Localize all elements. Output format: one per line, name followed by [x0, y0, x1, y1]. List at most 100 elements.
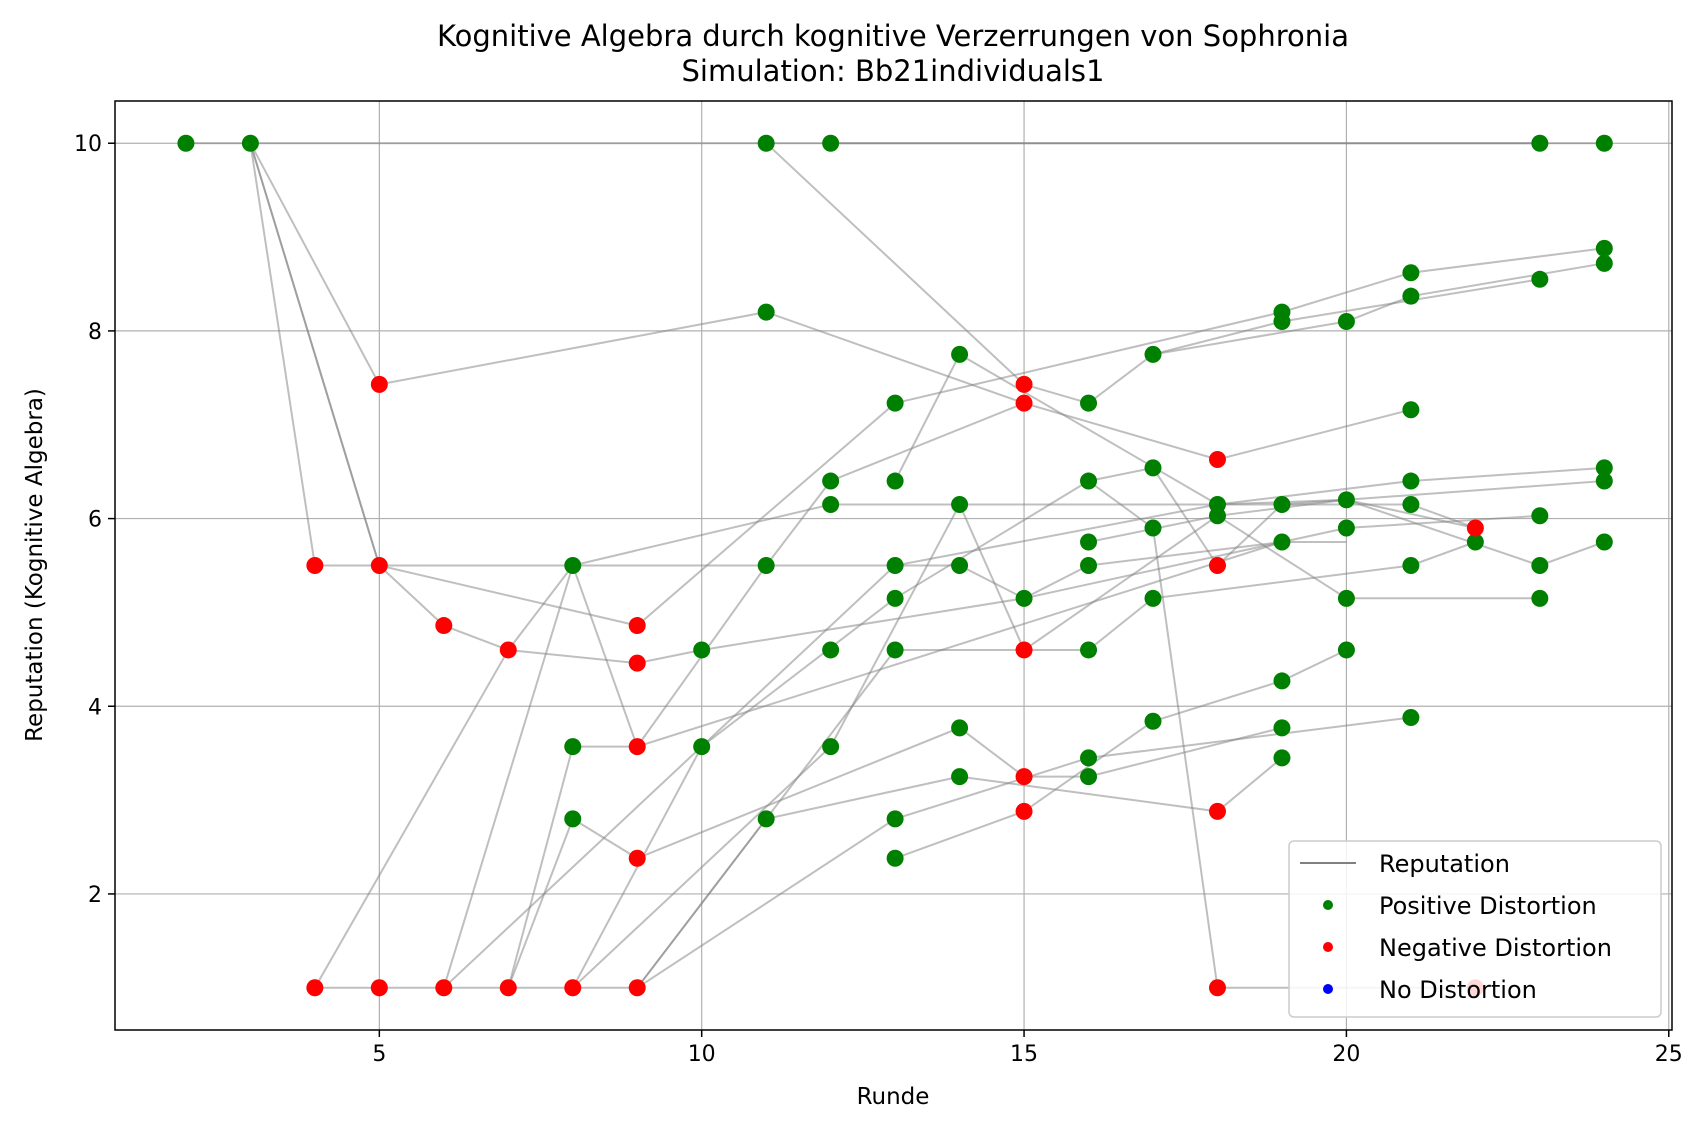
positive-distortion-point: [886, 849, 904, 867]
reputation-line-14: [572, 502, 1026, 989]
reputation-line-16: [636, 716, 1412, 989]
positive-distortion-point: [1080, 749, 1098, 767]
x-tick-label: 15: [1010, 1042, 1038, 1067]
positive-distortion-point: [1080, 394, 1098, 412]
positive-distortion-point: [564, 810, 582, 828]
positive-distortion-point: [1337, 641, 1355, 659]
negative-distortion-point: [499, 641, 517, 659]
positive-distortion-point: [1080, 472, 1098, 490]
negative-distortion-point: [1015, 394, 1033, 412]
legend-negative-label: Negative Distortion: [1379, 934, 1612, 962]
positive-distortion-point: [1595, 459, 1613, 477]
positive-distortion-point: [1402, 472, 1420, 490]
positive-distortion-point: [757, 303, 775, 321]
y-tick-label: 6: [88, 508, 102, 533]
legend-positive-label: Positive Distortion: [1379, 892, 1597, 920]
positive-distortion-point: [757, 557, 775, 574]
positive-distortion-point: [1595, 254, 1613, 272]
x-tick-label: 10: [688, 1042, 716, 1067]
positive-distortion-point: [1015, 589, 1033, 607]
positive-distortion-point: [886, 557, 904, 574]
positive-distortion-point: [1080, 641, 1098, 659]
negative-distortion-point: [628, 654, 646, 672]
positive-distortion-point: [1337, 519, 1355, 537]
legend-negative-swatch: [1323, 942, 1333, 952]
positive-distortion-point: [1595, 533, 1613, 551]
positive-distortion-point: [1080, 768, 1098, 786]
reputation-line-4: [249, 142, 1412, 461]
negative-distortion-point: [564, 979, 582, 997]
legend-box: [1288, 840, 1662, 1018]
y-tick-label: 2: [88, 883, 102, 908]
positive-distortion-point: [1466, 533, 1484, 551]
reputation-line-3: [249, 143, 1605, 627]
positive-distortion-point: [1531, 557, 1549, 574]
positive-distortion-point: [1402, 557, 1420, 574]
positive-distortion-point: [951, 345, 969, 363]
axis-ticks: 5 10 15 20 25 2 4 6 8 10: [74, 132, 1683, 1067]
y-tick-label: 8: [88, 320, 102, 345]
positive-distortion-point: [1208, 507, 1226, 525]
positive-distortion-point: [1273, 313, 1291, 331]
positive-distortion-point: [1144, 345, 1162, 363]
negative-distortion-point: [499, 979, 517, 997]
positive-distortion-point: [886, 641, 904, 659]
negative-distortion-point: [1466, 519, 1484, 537]
positive-distortion-point: [241, 134, 259, 152]
positive-distortion-point: [1531, 507, 1549, 525]
plot-area-frame: [114, 100, 1673, 1031]
positive-distortion-point: [951, 719, 969, 737]
positive-distortion-point: [1273, 533, 1291, 551]
positive-distortion-point: [822, 134, 840, 152]
positive-distortion-point: [1595, 472, 1613, 490]
positive-distortion-point: [951, 768, 969, 786]
positive-distortion-point: [1531, 589, 1549, 607]
positive-distortion-point: [951, 496, 969, 514]
positive-distortion-point: [1273, 672, 1291, 690]
positive-distortion-point: [693, 738, 711, 756]
distortion-points: [177, 134, 1613, 997]
positive-distortion-point: [1144, 589, 1162, 607]
positive-distortion-point: [951, 557, 969, 574]
x-axis-label: Runde: [857, 1084, 930, 1110]
positive-distortion-point: [1273, 749, 1291, 767]
positive-distortion-point: [1144, 519, 1162, 537]
positive-distortion-point: [886, 810, 904, 828]
negative-distortion-point: [370, 979, 388, 997]
chart-subtitle: Simulation: Bb21individuals1: [682, 54, 1105, 88]
y-axis-label: Reputation (Kognitive Algebra): [22, 388, 48, 742]
x-tick-label: 25: [1655, 1042, 1683, 1067]
positive-distortion-point: [1402, 401, 1420, 419]
negative-distortion-point: [1015, 375, 1033, 393]
positive-distortion-point: [1337, 313, 1355, 331]
positive-distortion-point: [886, 394, 904, 412]
positive-distortion-point: [564, 557, 582, 574]
x-tick-label: 20: [1332, 1042, 1360, 1067]
negative-distortion-point: [370, 375, 388, 393]
positive-distortion-point: [1144, 459, 1162, 477]
negative-distortion-point: [306, 557, 324, 574]
negative-distortion-point: [435, 617, 453, 635]
legend-positive-swatch: [1323, 900, 1333, 910]
positive-distortion-point: [822, 738, 840, 756]
x-tick-label: 5: [372, 1042, 386, 1067]
positive-distortion-point: [822, 496, 840, 514]
negative-distortion-point: [628, 849, 646, 867]
positive-distortion-point: [822, 472, 840, 490]
positive-distortion-point: [1595, 134, 1613, 152]
negative-distortion-point: [1208, 450, 1226, 468]
positive-distortion-point: [1080, 533, 1098, 551]
positive-distortion-point: [1402, 496, 1420, 514]
legend-reputation-label: Reputation: [1379, 850, 1510, 878]
positive-distortion-point: [886, 589, 904, 607]
negative-distortion-point: [1015, 641, 1033, 659]
y-tick-label: 4: [88, 695, 102, 720]
y-tick-label: 10: [74, 132, 102, 157]
positive-distortion-point: [1402, 264, 1420, 282]
positive-distortion-point: [1531, 134, 1549, 152]
positive-distortion-point: [1273, 719, 1291, 737]
negative-distortion-point: [1208, 802, 1226, 820]
negative-distortion-point: [435, 979, 453, 997]
positive-distortion-point: [1273, 496, 1291, 514]
